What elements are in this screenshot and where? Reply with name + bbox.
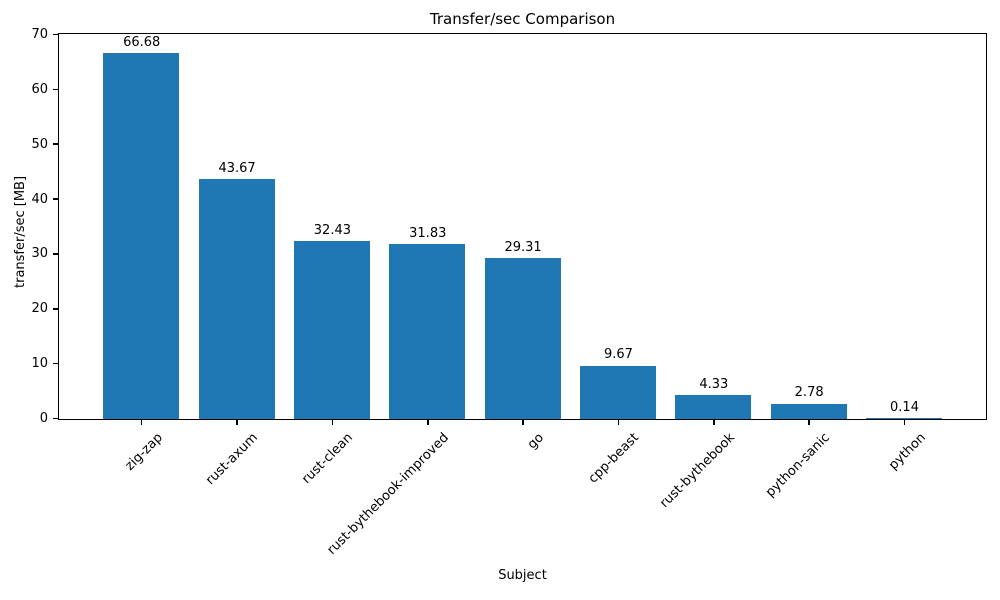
x-tick-label: go (524, 430, 547, 453)
y-tick-label: 50 (31, 136, 48, 152)
bar (293, 241, 370, 419)
x-tick-label: zig-zap (122, 430, 166, 474)
x-tick-mark (617, 420, 620, 425)
y-tick-label: 10 (31, 356, 48, 372)
x-tick-mark (427, 420, 429, 425)
y-tick-mark (52, 362, 58, 365)
bar-value-label: 9.67 (603, 347, 633, 363)
bar (579, 365, 656, 419)
y-tick-label: 60 (31, 81, 48, 97)
x-tick-mark (903, 420, 906, 425)
x-tick-label: python-sanic (763, 430, 834, 501)
y-tick-mark (52, 143, 58, 145)
y-tick-mark (52, 417, 58, 420)
bar-value-label: 31.83 (409, 225, 447, 241)
y-tick-mark (52, 198, 58, 200)
y-tick-label: 30 (31, 246, 48, 262)
bar-value-label: 66.68 (123, 34, 161, 50)
bar-value-label: 32.43 (313, 222, 351, 238)
y-tick-label: 70 (31, 27, 48, 42)
x-tick-mark (808, 420, 810, 425)
bar (103, 53, 180, 419)
x-tick-mark (713, 420, 715, 425)
x-tick-label: cpp-beast (586, 430, 643, 487)
x-tick-mark (236, 420, 238, 425)
plot-area (58, 33, 987, 420)
y-tick-mark (52, 33, 58, 36)
y-tick-mark (52, 253, 58, 255)
x-tick-mark (522, 420, 524, 425)
bar (770, 403, 847, 419)
x-tick-label: rust-clean (299, 430, 357, 487)
bar-value-label: 2.78 (794, 385, 824, 401)
bar-value-label: 29.31 (504, 239, 542, 255)
x-tick-mark (140, 420, 143, 425)
x-tick-label: rust-bythebook (656, 430, 738, 511)
bar-value-label: 4.33 (699, 376, 729, 392)
y-tick-mark (52, 88, 58, 91)
y-tick-label: 40 (31, 191, 48, 207)
x-axis-label: Subject (498, 568, 547, 583)
y-tick-label: 20 (31, 301, 48, 317)
bar (484, 258, 561, 419)
bar (866, 418, 942, 419)
x-tick-label: python (885, 430, 929, 474)
bar-value-label: 0.14 (890, 399, 919, 415)
bar (389, 244, 466, 419)
y-tick-mark (52, 308, 58, 310)
x-tick-mark (331, 420, 334, 425)
y-tick-label: 0 (39, 411, 48, 426)
x-tick-label: rust-axum (203, 430, 261, 489)
bar (675, 395, 752, 419)
bar-value-label: 43.67 (218, 160, 256, 176)
bar (198, 179, 275, 419)
chart-title: Transfer/sec Comparison (429, 10, 616, 28)
